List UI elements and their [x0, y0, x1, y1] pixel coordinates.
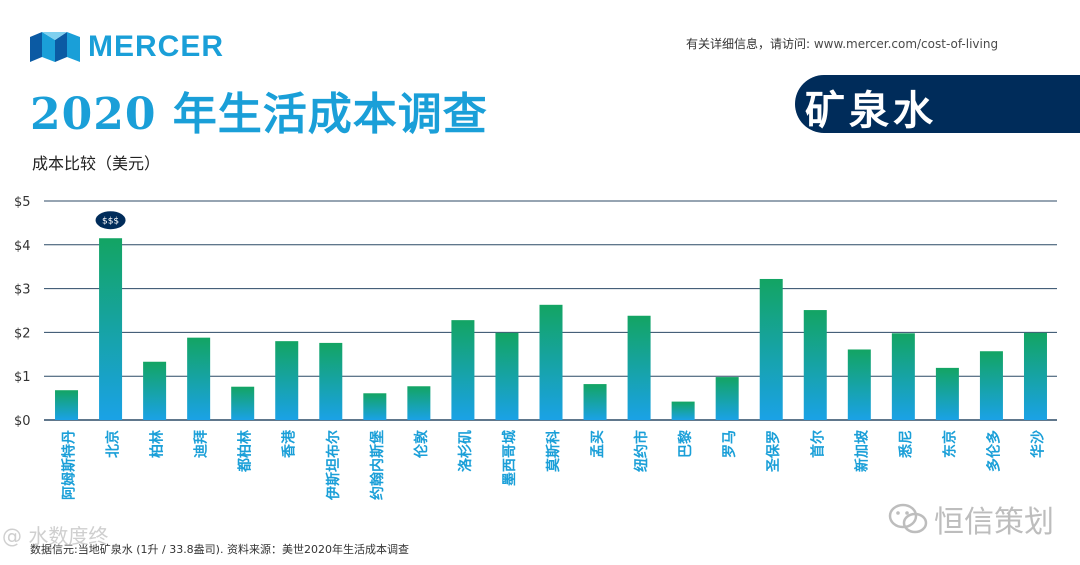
- x-tick-label: 悉尼: [897, 430, 914, 459]
- bar: [847, 349, 871, 420]
- bar: [935, 367, 959, 420]
- bar: [583, 384, 607, 420]
- chart-title: 成本比较（美元）: [32, 154, 161, 173]
- x-tick-label: 巴黎: [677, 430, 694, 458]
- watermark-right: 恒信策划: [888, 497, 1054, 541]
- bar: [891, 333, 915, 420]
- bar: [979, 351, 1003, 420]
- x-tick-label: 北京: [105, 430, 122, 458]
- price-badge-text: $$$: [102, 217, 119, 227]
- wechat-icon: [888, 503, 928, 534]
- x-tick-label: 纽约市: [633, 430, 650, 472]
- bar: [231, 386, 255, 420]
- x-tick-label: 罗马: [722, 430, 738, 458]
- x-tick-label: 香港: [281, 429, 298, 459]
- x-tick-label: 首尔: [809, 430, 826, 458]
- x-tick-label: 阿姆斯特丹: [61, 430, 78, 500]
- bar: [275, 341, 299, 420]
- info-line: 有关详细信息，请访问: www.mercer.com/cost-of-livin…: [686, 35, 998, 52]
- bar: [319, 342, 343, 420]
- y-tick-label: $5: [14, 195, 31, 210]
- x-tick-label: 多伦多: [985, 430, 1002, 472]
- y-tick-label: $0: [14, 414, 31, 429]
- x-tick-label: 莫斯科: [545, 430, 562, 473]
- watermark-left: @ 水数度终: [2, 524, 109, 548]
- bar: [99, 238, 123, 420]
- bar: [539, 304, 563, 420]
- y-tick-label: $2: [14, 326, 31, 341]
- topic-banner-text: 矿泉水: [805, 87, 937, 134]
- mercer-logo-icon: [30, 32, 80, 62]
- footnote: 数据信元:当地矿泉水 (1升 / 33.8盎司). 资料来源：美世2020年生活…: [30, 543, 409, 556]
- x-tick-label: 华沙: [1029, 430, 1046, 458]
- bar: [55, 390, 79, 420]
- x-tick-label: 洛杉矶: [457, 430, 474, 472]
- bar: [407, 386, 431, 420]
- info-prefix: 有关详细信息，请访问:: [686, 37, 814, 51]
- y-tick-label: $4: [14, 239, 31, 254]
- x-tick-label: 伊斯坦布尔: [325, 430, 342, 501]
- y-tick-label: $3: [14, 283, 31, 298]
- x-tick-label: 迪拜: [193, 430, 210, 458]
- bar: [627, 315, 651, 420]
- bar: [803, 310, 827, 420]
- x-tick-label: 伦敦: [413, 429, 430, 458]
- mercer-logo-text: MERCER: [88, 30, 225, 63]
- bar: [715, 377, 739, 420]
- x-tick-label: 东京: [941, 430, 958, 458]
- bar: [363, 393, 387, 420]
- x-tick-label: 圣保罗: [765, 430, 782, 473]
- mercer-logo: MERCER: [30, 30, 224, 64]
- x-tick-label: 墨西哥城: [501, 430, 518, 486]
- bar: [451, 320, 475, 420]
- page-title: 2020 年生活成本调查: [30, 89, 488, 140]
- info-url[interactable]: www.mercer.com/cost-of-living: [813, 37, 999, 51]
- bar: [1023, 332, 1047, 420]
- watermark-right-text: 恒信策划: [934, 505, 1054, 540]
- x-tick-label: 都柏林: [237, 430, 254, 473]
- y-tick-label: $1: [14, 370, 31, 385]
- x-tick-label: 孟买: [590, 430, 606, 458]
- bar: [495, 332, 519, 420]
- bar: [143, 361, 167, 420]
- price-badge: [95, 211, 126, 230]
- topic-banner: 矿泉水: [795, 75, 1080, 134]
- bar: [671, 401, 695, 420]
- bar: [759, 278, 783, 420]
- bar: [187, 337, 211, 420]
- x-tick-label: 约翰内斯堡: [369, 430, 386, 500]
- x-tick-label: 柏林: [149, 430, 166, 458]
- x-tick-label: 新加坡: [853, 429, 870, 472]
